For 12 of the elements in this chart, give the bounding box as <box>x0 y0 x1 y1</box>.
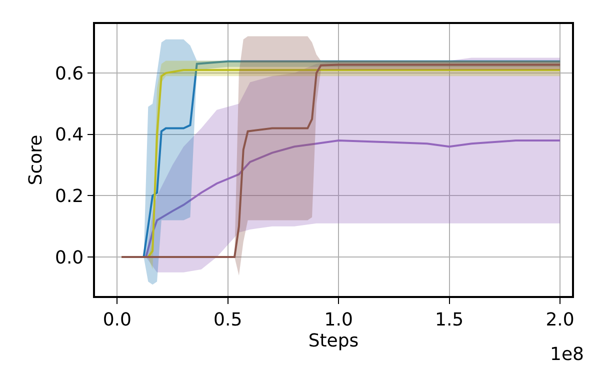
x-tick-label: 0.5 <box>214 309 242 330</box>
x-axis-title: Steps <box>308 330 359 352</box>
text: 1e8 <box>550 344 584 365</box>
x-tick-label: 1.0 <box>324 309 353 330</box>
y-tick-label: 0.4 <box>55 124 84 146</box>
x-tick-label: 1.5 <box>435 309 464 330</box>
y-tick-label: 0.6 <box>55 63 84 84</box>
x-tick-label: 2.0 <box>546 309 574 330</box>
y-tick-label: 0.0 <box>55 247 84 268</box>
y-axis-title: Score <box>26 134 47 186</box>
y-tick-label: 0.2 <box>55 186 84 208</box>
x-tick-label: 0.0 <box>102 309 132 330</box>
